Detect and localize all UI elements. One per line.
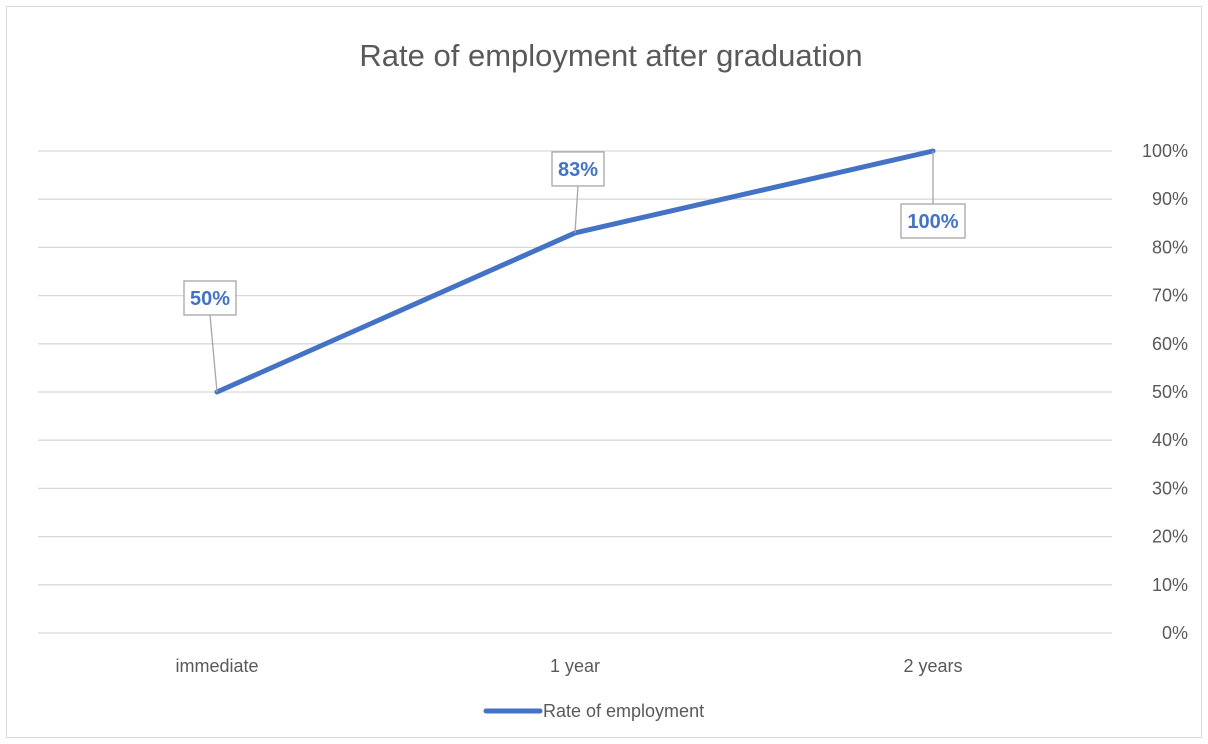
- x-tick-label: 1 year: [550, 656, 600, 676]
- data-labels: 50% 83% 100%: [183, 151, 966, 393]
- data-label-callout: 83%: [551, 151, 605, 233]
- data-label-callout: 50%: [183, 280, 237, 393]
- y-tick-label: 40%: [1152, 430, 1188, 450]
- chart-title: Rate of employment after graduation: [359, 38, 862, 73]
- chart-frame: [6, 6, 1202, 738]
- data-label-box: [551, 151, 605, 187]
- data-label-box: [183, 280, 237, 316]
- y-tick-label: 60%: [1152, 334, 1188, 354]
- y-tick-label: 0%: [1162, 623, 1188, 643]
- y-tick-label: 100%: [1142, 141, 1188, 161]
- x-axis-ticks: immediate 1 year 2 years: [175, 656, 962, 676]
- data-label-box: [900, 203, 966, 239]
- series-line: [214, 148, 936, 395]
- legend: Rate of employment: [483, 701, 704, 721]
- gridlines: [38, 150, 1112, 634]
- y-tick-label: 80%: [1152, 237, 1188, 257]
- y-axis-ticks: 0% 10% 20% 30% 40% 50% 60% 70% 80% 90% 100%: [1142, 141, 1188, 643]
- data-label: 83%: [558, 159, 598, 181]
- series-layer: [214, 148, 936, 395]
- y-tick-label: 10%: [1152, 575, 1188, 595]
- leader-line: [209, 314, 218, 393]
- leader-line: [574, 185, 579, 233]
- data-label: 100%: [907, 211, 958, 233]
- y-tick-label: 20%: [1152, 527, 1188, 547]
- y-tick-label: 30%: [1152, 478, 1188, 498]
- y-tick-label: 50%: [1152, 382, 1188, 402]
- x-tick-label: 2 years: [903, 656, 962, 676]
- data-label-callout: 100%: [900, 151, 966, 239]
- y-tick-label: 90%: [1152, 189, 1188, 209]
- y-tick-label: 70%: [1152, 286, 1188, 306]
- data-label: 50%: [190, 288, 230, 310]
- x-tick-label: immediate: [175, 656, 258, 676]
- legend-label: Rate of employment: [543, 701, 704, 721]
